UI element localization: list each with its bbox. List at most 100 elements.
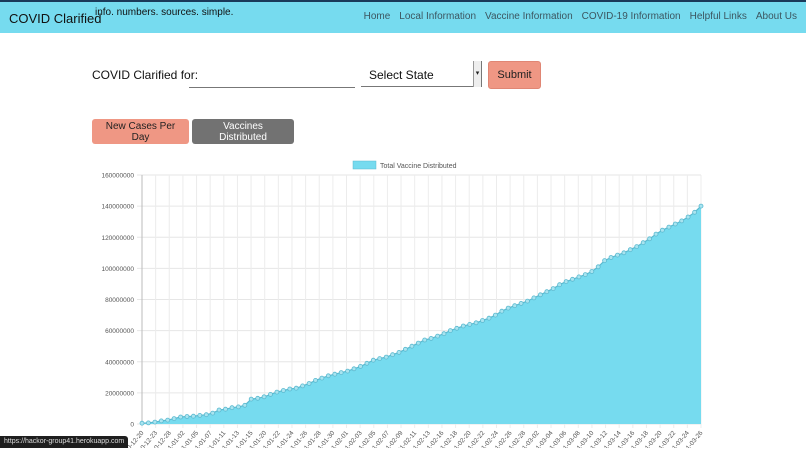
data-point[interactable] [441, 331, 447, 337]
data-point[interactable] [679, 218, 685, 224]
data-point[interactable] [190, 413, 196, 419]
data-point[interactable] [428, 335, 434, 341]
data-point[interactable] [473, 320, 479, 326]
data-point[interactable] [589, 269, 595, 274]
data-point[interactable] [512, 303, 518, 309]
data-point[interactable] [319, 375, 325, 381]
data-point[interactable] [165, 417, 171, 423]
chevron-down-icon[interactable]: ▾ [473, 61, 481, 87]
data-point[interactable] [338, 370, 344, 376]
data-point[interactable] [370, 357, 376, 363]
data-point[interactable] [557, 282, 562, 288]
data-point[interactable] [538, 292, 543, 298]
data-point[interactable] [242, 402, 248, 408]
data-point[interactable] [525, 298, 530, 304]
data-point[interactable] [313, 377, 318, 383]
data-point[interactable] [602, 258, 607, 263]
data-point[interactable] [454, 325, 460, 331]
data-point[interactable] [377, 356, 383, 362]
data-point[interactable] [390, 352, 396, 358]
data-point[interactable] [576, 274, 582, 280]
nav-local-information[interactable]: Local Information [399, 11, 477, 22]
data-point[interactable] [383, 354, 389, 360]
data-point[interactable] [158, 418, 164, 424]
data-point[interactable] [152, 419, 158, 425]
nav-about-us[interactable]: About Us [755, 11, 797, 22]
brand-logo[interactable]: COVID Clarified [9, 11, 102, 26]
data-point[interactable] [248, 396, 254, 402]
data-point[interactable] [409, 343, 415, 349]
data-point[interactable] [358, 363, 363, 369]
data-point[interactable] [615, 252, 620, 258]
data-point[interactable] [518, 300, 524, 306]
data-point[interactable] [595, 264, 601, 270]
data-point[interactable] [203, 412, 209, 418]
data-point[interactable] [492, 312, 498, 318]
data-point[interactable] [531, 295, 537, 301]
data-point[interactable] [345, 368, 351, 374]
data-point[interactable] [499, 308, 505, 314]
city-input[interactable] [189, 64, 355, 88]
data-point[interactable] [332, 371, 338, 377]
data-point[interactable] [197, 412, 203, 418]
data-point[interactable] [184, 414, 190, 419]
data-point[interactable] [544, 289, 550, 295]
data-point[interactable] [698, 203, 704, 209]
data-point[interactable] [235, 404, 241, 410]
data-point[interactable] [402, 346, 408, 352]
data-point[interactable] [621, 250, 627, 256]
data-point[interactable] [274, 389, 280, 395]
data-point[interactable] [660, 227, 665, 233]
data-point[interactable] [210, 410, 216, 416]
data-point[interactable] [653, 231, 659, 237]
data-point[interactable] [647, 236, 652, 242]
data-point[interactable] [300, 383, 306, 389]
data-point[interactable] [268, 391, 273, 397]
data-point[interactable] [467, 321, 473, 327]
nav-home[interactable]: Home [363, 11, 391, 22]
data-point[interactable] [415, 340, 421, 346]
data-point[interactable] [634, 244, 640, 249]
data-point[interactable] [306, 381, 312, 386]
data-point[interactable] [287, 386, 293, 392]
data-point[interactable] [435, 333, 441, 339]
data-point[interactable] [627, 247, 633, 253]
data-point[interactable] [351, 366, 357, 372]
data-point[interactable] [666, 224, 672, 230]
state-select[interactable]: Select State ▾ [361, 61, 482, 87]
data-point[interactable] [255, 395, 261, 401]
data-point[interactable] [145, 420, 151, 426]
vaccines-distributed-button[interactable]: Vaccines Distributed [192, 119, 294, 144]
data-point[interactable] [486, 315, 492, 321]
chart-legend[interactable]: Total Vaccine Distributed [352, 160, 457, 170]
data-point[interactable] [396, 349, 402, 355]
data-point[interactable] [178, 414, 184, 420]
data-point[interactable] [139, 420, 145, 426]
data-point[interactable] [293, 385, 299, 391]
submit-button[interactable]: Submit [488, 61, 541, 89]
data-point[interactable] [550, 286, 556, 292]
data-point[interactable] [692, 209, 697, 215]
data-point[interactable] [447, 328, 453, 334]
data-point[interactable] [216, 407, 222, 413]
data-point[interactable] [505, 305, 511, 311]
data-point[interactable] [171, 416, 177, 422]
data-point[interactable] [563, 279, 569, 285]
data-point[interactable] [570, 276, 575, 282]
data-point[interactable] [672, 221, 678, 227]
data-point[interactable] [608, 255, 614, 260]
data-point[interactable] [582, 272, 588, 277]
nav-vaccine-information[interactable]: Vaccine Information [485, 11, 573, 22]
data-point[interactable] [480, 318, 485, 323]
data-point[interactable] [364, 360, 370, 366]
data-point[interactable] [325, 373, 331, 379]
data-point[interactable] [422, 337, 428, 343]
new-cases-button[interactable]: New Cases Per Day [92, 119, 189, 144]
nav-covid19-information[interactable]: COVID-19 Information [581, 11, 681, 22]
data-point[interactable] [223, 406, 228, 412]
data-point[interactable] [280, 388, 286, 393]
data-point[interactable] [261, 394, 267, 400]
data-point[interactable] [229, 405, 235, 411]
data-point[interactable] [685, 214, 691, 220]
data-point[interactable] [640, 240, 646, 246]
